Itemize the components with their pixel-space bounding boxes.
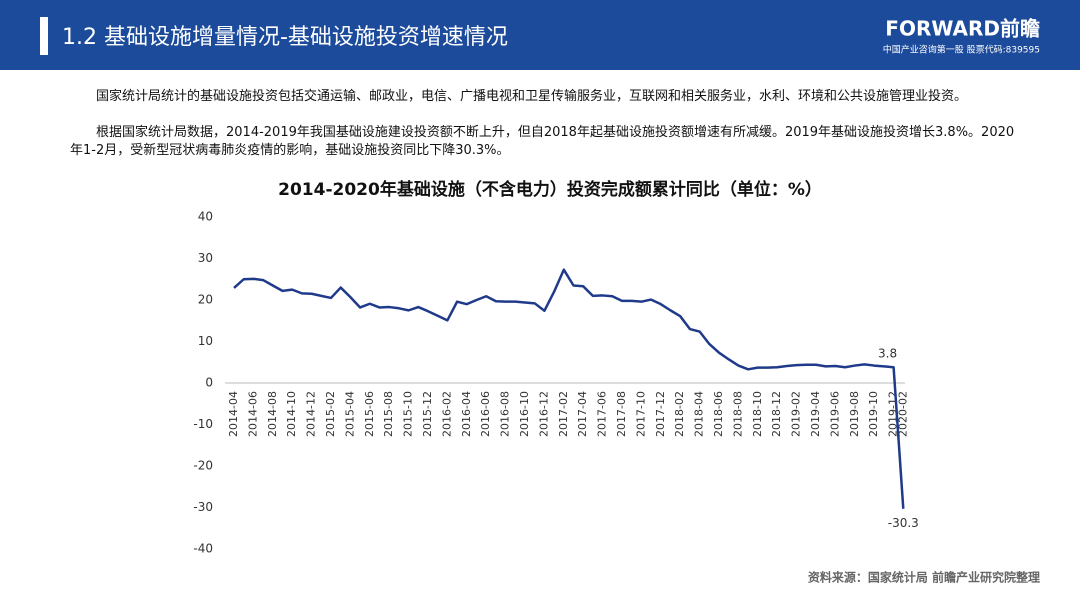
x-tick-label: 2018-04: [693, 391, 706, 437]
y-tick-label: 40: [198, 210, 213, 224]
x-tick-label: 2018-08: [731, 391, 744, 437]
x-tick-label: 2015-08: [382, 391, 395, 437]
y-tick-label: -20: [193, 459, 213, 473]
x-tick-label: 2020-02: [896, 391, 909, 437]
x-tick-label: 2016-10: [518, 391, 531, 437]
paragraph: 国家统计局统计的基础设施投资包括交通运输、邮政业，电信、广播电视和卫星传输服务业…: [96, 89, 968, 104]
x-tick-label: 2014-08: [266, 391, 279, 437]
data-label: 3.8: [878, 347, 897, 361]
x-tick-label: 2019-06: [828, 391, 841, 437]
x-tick-label: 2015-10: [402, 391, 415, 437]
x-tick-label: 2019-02: [790, 391, 803, 437]
x-tick-label: 2017-04: [576, 391, 589, 437]
y-tick-label: 0: [205, 376, 213, 390]
y-tick-label: 30: [198, 251, 213, 265]
x-tick-label: 2014-12: [305, 391, 318, 437]
x-tick-label: 2017-12: [654, 391, 667, 437]
x-tick-label: 2016-06: [479, 391, 492, 437]
y-tick-label: 20: [198, 293, 213, 307]
x-tick-label: 2016-12: [537, 391, 550, 437]
data-label: -30.3: [888, 516, 919, 530]
x-tick-label: 2016-02: [440, 391, 453, 437]
x-tick-label: 2015-02: [324, 391, 337, 437]
x-tick-label: 2014-10: [285, 391, 298, 437]
source: 资料来源：国家统计局 前瞻产业研究院整理: [808, 570, 1040, 585]
x-tick-label: 2014-04: [227, 391, 240, 437]
logo: FORWARD前瞻: [885, 17, 1040, 41]
y-tick-label: -30: [193, 500, 213, 514]
y-tick-label: -40: [193, 542, 213, 556]
x-tick-label: 2017-06: [596, 391, 609, 437]
x-tick-label: 2017-10: [634, 391, 647, 437]
y-tick-label: -10: [193, 417, 213, 431]
x-tick-label: 2018-06: [712, 391, 725, 437]
x-tick-label: 2019-10: [867, 391, 880, 437]
header-title: 1.2 基础设施增量情况-基础设施投资增速情况: [62, 25, 508, 50]
chart-title: 2014-2020年基础设施（不含电力）投资完成额累计同比（单位：%）: [278, 179, 822, 200]
x-tick-label: 2014-06: [246, 391, 259, 437]
x-tick-label: 2017-02: [557, 391, 570, 437]
header-bar: [0, 0, 1080, 70]
x-tick-label: 2016-04: [460, 391, 473, 437]
x-tick-label: 2019-04: [809, 391, 822, 437]
y-tick-label: 10: [198, 334, 213, 348]
x-tick-label: 2018-10: [751, 391, 764, 437]
paragraph: 根据国家统计局数据，2014-2019年我国基础设施建设投资额不断上升，但自20…: [70, 125, 1015, 158]
x-tick-label: 2018-12: [770, 391, 783, 437]
x-tick-label: 2018-02: [673, 391, 686, 437]
x-tick-label: 2015-04: [343, 391, 356, 437]
x-tick-label: 2016-08: [499, 391, 512, 437]
x-tick-label: 2015-06: [363, 391, 376, 437]
x-tick-label: 2017-08: [615, 391, 628, 437]
x-tick-label: 2019-08: [848, 391, 861, 437]
header-marker: [40, 17, 48, 55]
line: [233, 268, 905, 509]
x-tick-label: 2015-12: [421, 391, 434, 437]
logo-sub: 中国产业咨询第一股 股票代码:839595: [883, 44, 1040, 56]
